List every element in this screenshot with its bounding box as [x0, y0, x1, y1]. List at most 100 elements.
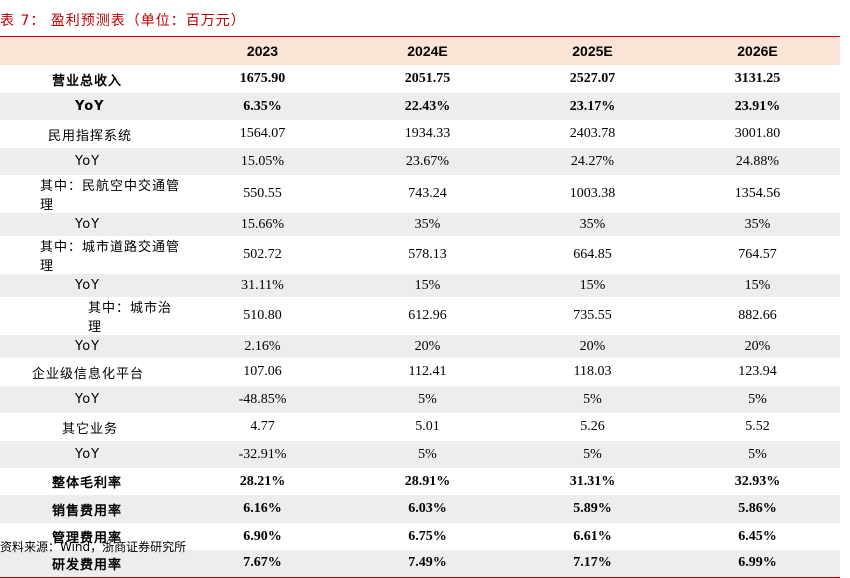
table-row: 其它业务 4.77 5.01 5.26 5.52: [0, 413, 840, 441]
row-label: YoY: [0, 93, 180, 120]
value-cell: 123.94: [738, 364, 777, 379]
value-cell: 6.03%: [345, 495, 510, 523]
value-cell: 35%: [510, 213, 675, 236]
value-cell: 4.77: [250, 419, 275, 434]
value-cell: 735.55: [573, 308, 612, 323]
value-cell: 35%: [345, 213, 510, 236]
value-cell: 5.86%: [675, 495, 840, 523]
value-cell: 20%: [345, 335, 510, 358]
value-cell: 664.85: [573, 247, 612, 262]
value-cell: 578.13: [408, 247, 447, 262]
table-row: 民用指挥系统 1564.07 1934.33 2403.78 3001.80: [0, 120, 840, 148]
value-cell: 1003.38: [569, 186, 616, 201]
row-label: YoY: [0, 213, 180, 236]
value-cell: 6.99%: [675, 550, 840, 577]
value-cell: 1934.33: [404, 126, 451, 141]
value-cell: 7.67%: [180, 550, 345, 577]
page: {"title": "表 7： 盈利预测表（单位：百万元）", "table":…: [0, 13, 840, 578]
value-cell: 6.75%: [408, 528, 447, 544]
value-cell: 612.96: [408, 308, 447, 323]
value-cell: 112.41: [408, 364, 447, 379]
value-cell: 2527.07: [569, 71, 616, 86]
value-cell: 5%: [675, 386, 840, 413]
value-cell: 5%: [510, 386, 675, 413]
header-row: 2023 2024E 2025E 2026E: [0, 36, 840, 65]
value-cell: -32.91%: [180, 441, 345, 468]
table-row: YoY 6.35% 22.43% 23.17% 23.91%: [0, 93, 840, 120]
value-cell: 6.45%: [738, 528, 777, 544]
value-cell: 15%: [510, 274, 675, 297]
value-cell: 502.72: [243, 247, 282, 262]
row-label: 其中：城市道路交通管理: [40, 240, 181, 274]
header-cell: 2026E: [675, 36, 840, 65]
value-cell: 6.35%: [180, 93, 345, 120]
value-cell: 6.16%: [180, 495, 345, 523]
value-cell: 510.80: [243, 308, 282, 323]
table-row: YoY 31.11% 15% 15% 15%: [0, 274, 840, 297]
row-label: 其中：城市治理: [88, 301, 173, 335]
row-label: YoY: [0, 335, 180, 358]
value-cell: 5%: [510, 441, 675, 468]
value-cell: 2.16%: [180, 335, 345, 358]
value-cell: 2051.75: [404, 71, 451, 86]
value-cell: 24.27%: [510, 148, 675, 175]
value-cell: 1675.90: [239, 71, 286, 86]
value-cell: 20%: [510, 335, 675, 358]
row-label: 其它业务: [62, 421, 119, 437]
table-body: 营业总收入 1675.90 2051.75 2527.07 3131.25 YoY 6.35…: [0, 65, 840, 577]
row-label: YoY: [0, 441, 180, 468]
value-cell: 107.06: [243, 364, 282, 379]
value-cell: 5.26: [580, 419, 605, 434]
row-label: 管理费用率: [52, 531, 123, 546]
table-row: 其中：城市治理 510.80 612.96 735.55 882.66: [0, 297, 840, 335]
table-row: 企业级信息化平台 107.06 112.41 118.03 123.94: [0, 358, 840, 386]
table-row: 营业总收入 1675.90 2051.75 2527.07 3131.25: [0, 65, 840, 93]
forecast-table: 2023 2024E 2025E 2026E 营业总收入 1675.90 2051.75 2…: [0, 36, 840, 578]
header-cell: 2023: [180, 36, 345, 65]
value-cell: 764.57: [738, 247, 777, 262]
value-cell: 743.24: [408, 186, 447, 201]
value-cell: 7.49%: [345, 550, 510, 577]
table-row: YoY 2.16% 20% 20% 20%: [0, 335, 840, 358]
header-cell: 2024E: [345, 36, 510, 65]
row-label: 其中：民航空中交通管理: [40, 179, 181, 213]
value-cell: 23.17%: [510, 93, 675, 120]
value-cell: 35%: [675, 213, 840, 236]
value-cell: 31.31%: [569, 473, 616, 489]
header-cell: [0, 36, 180, 65]
row-label: YoY: [0, 274, 180, 297]
table-row: 销售费用率 6.16% 6.03% 5.89% 5.86%: [0, 495, 840, 523]
row-label: 整体毛利率: [52, 476, 123, 491]
value-cell: 7.17%: [510, 550, 675, 577]
value-cell: 2403.78: [569, 126, 616, 141]
row-label: YoY: [0, 386, 180, 413]
value-cell: 20%: [675, 335, 840, 358]
row-label: 企业级信息化平台: [32, 366, 145, 382]
value-cell: 5%: [675, 441, 840, 468]
value-cell: 31.11%: [180, 274, 345, 297]
table-row: 管理费用率 6.90% 6.75% 6.61% 6.45%: [0, 523, 840, 550]
value-cell: 15.05%: [180, 148, 345, 175]
value-cell: 1354.56: [734, 186, 781, 201]
row-label: 民用指挥系统: [48, 128, 133, 144]
value-cell: 28.91%: [404, 473, 451, 489]
value-cell: 5.89%: [510, 495, 675, 523]
table-row: YoY 15.66% 35% 35% 35%: [0, 213, 840, 236]
value-cell: 550.55: [243, 186, 282, 201]
value-cell: 6.61%: [573, 528, 612, 544]
table-row: 其中：民航空中交通管理 550.55 743.24 1003.38 1354.56: [0, 175, 840, 213]
value-cell: 32.93%: [734, 473, 781, 489]
value-cell: 3131.25: [734, 71, 781, 86]
row-label: YoY: [0, 148, 180, 175]
value-cell: 882.66: [738, 308, 777, 323]
value-cell: 5.52: [745, 419, 770, 434]
value-cell: 5%: [345, 386, 510, 413]
value-cell: -48.85%: [180, 386, 345, 413]
row-label: 销售费用率: [0, 495, 180, 523]
table-row: 其中：城市道路交通管理 502.72 578.13 664.85 764.57: [0, 236, 840, 274]
value-cell: 118.03: [573, 364, 612, 379]
header-cell: 2025E: [510, 36, 675, 65]
value-cell: 5%: [345, 441, 510, 468]
value-cell: 23.91%: [675, 93, 840, 120]
table-title: 表 7： 盈利预测表（单位：百万元）: [0, 13, 246, 29]
